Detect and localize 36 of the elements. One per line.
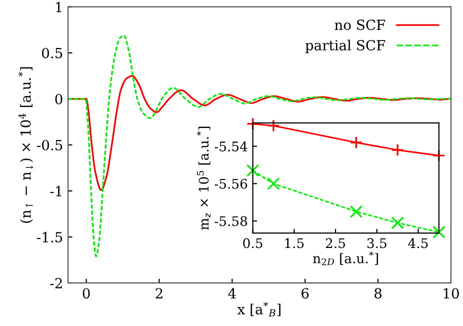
x-tick-label: 4.5 xyxy=(408,238,428,248)
x-tick-label: 6 xyxy=(302,288,309,299)
y-tick-label: -5.58 xyxy=(214,216,248,226)
point xyxy=(350,205,363,218)
y-tick-label: -2 xyxy=(50,278,62,288)
y-tick-label: -5.56 xyxy=(214,178,248,189)
y-tick-label: -1 xyxy=(50,186,62,196)
y-tick-label: 0 xyxy=(55,94,62,104)
x-tick-label: 8 xyxy=(374,288,382,299)
point xyxy=(267,119,280,132)
x-tick-label: 0.5 xyxy=(243,238,262,248)
point xyxy=(391,216,404,230)
legend-label: no SCF xyxy=(334,20,386,30)
point xyxy=(350,136,363,149)
y-tick-label: -5.54 xyxy=(214,141,248,152)
x-tick-label: 0 xyxy=(82,288,90,299)
point xyxy=(246,164,260,177)
legend-label: partial SCF xyxy=(305,40,386,54)
x-tick-label: 10 xyxy=(444,288,459,299)
y-tick-label: 1 xyxy=(56,2,62,12)
y-tick-label: 0.5 xyxy=(42,48,62,58)
x-tick-label: 2.5 xyxy=(326,238,345,248)
y-axis-title: m$_{z}$ × 10$^{5}$ [a.u.$^{*}$] xyxy=(196,126,211,230)
y-tick-label: -0.5 xyxy=(37,140,62,150)
point xyxy=(432,149,446,162)
x-tick-label: 3.5 xyxy=(367,238,386,248)
x-tick-label: 1.5 xyxy=(285,238,304,248)
x-axis-title: n$_{2D}$ [a.u.$^{*}$] xyxy=(313,251,378,266)
point xyxy=(391,144,404,156)
y-tick-label: -1.5 xyxy=(37,232,62,242)
text: (n$_{↑}$ − n$_{↓}$) × 10$^{4}$ [a.u.$^{*}$] xyxy=(18,67,34,223)
point xyxy=(432,226,446,239)
x-tick-label: 2 xyxy=(156,288,162,298)
x-axis-title: x [a$^{*}$$_{B}$] xyxy=(237,302,280,316)
point xyxy=(267,177,280,190)
x-tick-label: 4 xyxy=(228,288,236,298)
